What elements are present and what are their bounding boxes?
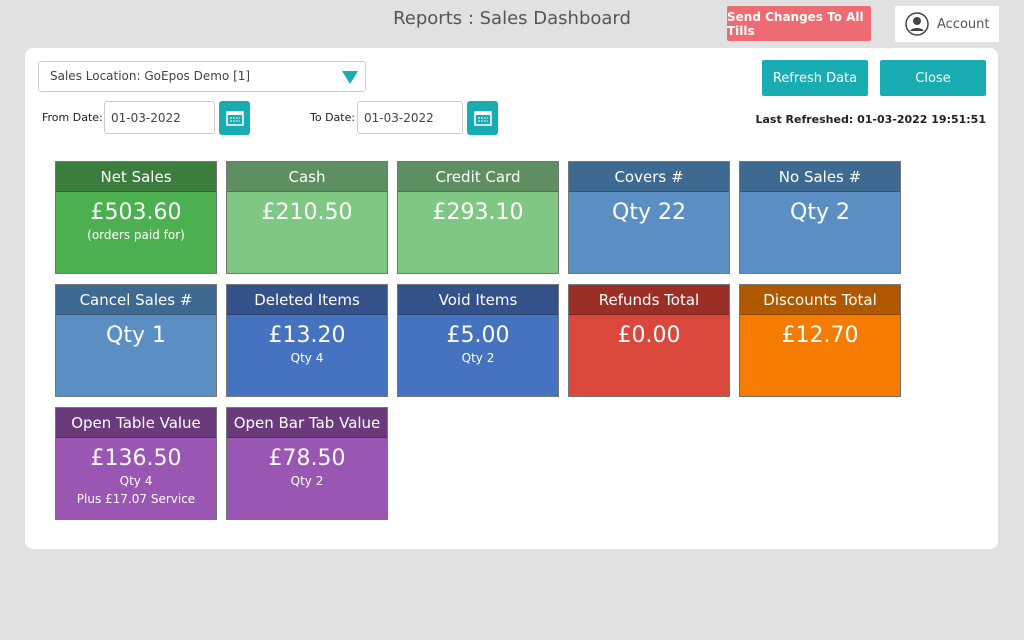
tile: Covers # Qty 22 [568, 161, 730, 274]
location-text: Sales Location: GoEpos Demo [1] [50, 69, 251, 83]
tile-title: Net Sales [56, 162, 216, 192]
tile-value: Qty 2 [790, 200, 850, 225]
tile-value: £503.60 [90, 200, 182, 225]
tile-title: Covers # [569, 162, 729, 192]
calendar-icon [225, 111, 244, 126]
from-input[interactable]: 01-03-2022 [104, 101, 215, 134]
tile: Cash £210.50 [226, 161, 388, 274]
calendar-icon [473, 111, 492, 126]
to-label: To Date: [310, 111, 356, 124]
tile-value: £210.50 [261, 200, 353, 225]
dropdown-arrow [342, 71, 358, 84]
tile-detail: Qty 2 [461, 351, 495, 365]
tile-value: Qty 1 [106, 323, 166, 348]
tile-title: Cancel Sales # [56, 285, 216, 315]
send-button[interactable]: Send Changes To All Tills [727, 6, 871, 41]
location-select[interactable]: Sales Location: GoEpos Demo [1] [38, 61, 366, 92]
tile: Discounts Total £12.70 [739, 284, 901, 397]
page-title: Reports : Sales Dashboard [393, 8, 631, 29]
tile-value: £13.20 [268, 323, 346, 348]
tile-detail: Qty 2 [290, 474, 324, 488]
tile: Open Bar Tab Value £78.50 Qty 2 [226, 407, 388, 520]
tile-title: Discounts Total [740, 285, 900, 315]
account-icon [905, 12, 929, 36]
from-calendar[interactable] [219, 101, 250, 135]
tile: Net Sales £503.60 (orders paid for) [55, 161, 217, 274]
tile-title: Open Bar Tab Value [227, 408, 387, 438]
tile-value: Qty 22 [612, 200, 686, 225]
tile-detail: (orders paid for) [87, 228, 185, 242]
tile-detail: Plus £17.07 Service [76, 492, 196, 506]
tile-title: Deleted Items [227, 285, 387, 315]
tile-value: £293.10 [432, 200, 524, 225]
tile-value: £136.50 [90, 446, 182, 471]
tile: Refunds Total £0.00 [568, 284, 730, 397]
tile-title: Refunds Total [569, 285, 729, 315]
tile-detail: Qty 4 [290, 351, 324, 365]
tile: Credit Card £293.10 [397, 161, 559, 274]
tile-value: £0.00 [617, 323, 681, 348]
tile-title: Open Table Value [56, 408, 216, 438]
tile: Open Table Value £136.50 Qty 4 Plus £17.07 … [55, 407, 217, 520]
tile-title: Cash [227, 162, 387, 192]
from-label: From Date: [42, 111, 103, 124]
tile-title: No Sales # [740, 162, 900, 192]
refresh-button[interactable]: Refresh Data [762, 60, 868, 96]
to-calendar[interactable] [467, 101, 498, 135]
tile-title: Void Items [398, 285, 558, 315]
to-input[interactable]: 01-03-2022 [357, 101, 463, 134]
close-button[interactable]: Close [880, 60, 986, 96]
tile-value: £12.70 [781, 323, 859, 348]
tile-title: Credit Card [398, 162, 558, 192]
tile: Void Items £5.00 Qty 2 [397, 284, 559, 397]
last-refreshed: Last Refreshed: 01-03-2022 19:51:51 [755, 113, 986, 126]
account-label: Account [937, 16, 990, 32]
tile-value: £5.00 [446, 323, 510, 348]
tile: No Sales # Qty 2 [739, 161, 901, 274]
tile: Cancel Sales # Qty 1 [55, 284, 217, 397]
tile: Deleted Items £13.20 Qty 4 [226, 284, 388, 397]
tile-detail: Qty 4 [119, 474, 153, 488]
account-button[interactable]: Account [895, 6, 999, 42]
tile-value: £78.50 [268, 446, 346, 471]
